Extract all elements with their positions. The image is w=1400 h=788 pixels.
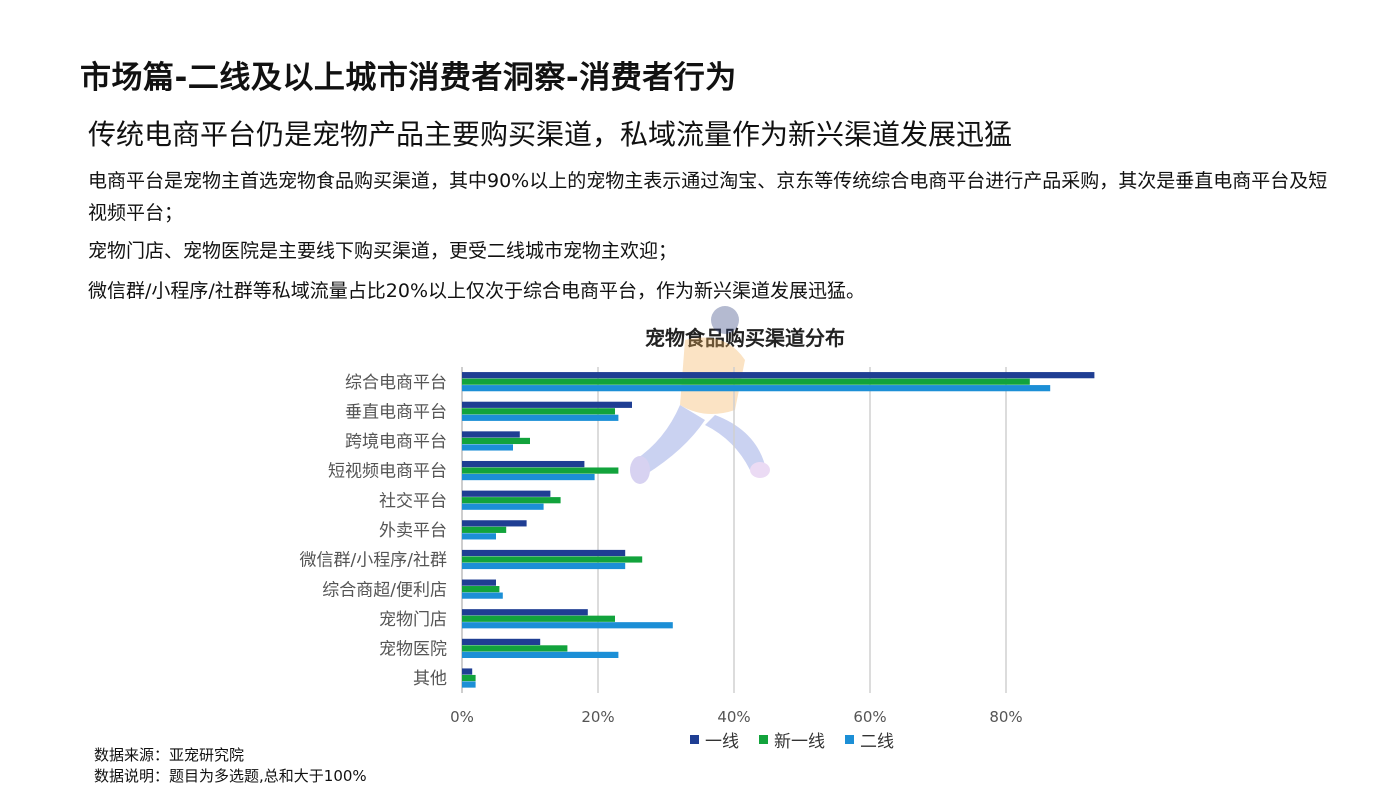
paragraph-private-traffic: 微信群/小程序/社群等私域流量占比20%以上仅次于综合电商平台，作为新兴渠道发展… [88, 280, 866, 302]
category-label: 其他 [413, 669, 447, 689]
bar [462, 503, 544, 510]
bar [462, 408, 615, 415]
bar [462, 444, 513, 451]
bar [462, 556, 643, 563]
bar [462, 490, 551, 497]
bar [462, 378, 1030, 385]
bar [462, 579, 496, 586]
legend-item-new-tier1: 新一线 [759, 727, 825, 752]
x-tick-label: 20% [581, 708, 614, 726]
bar [462, 520, 527, 527]
bar [462, 526, 507, 533]
category-label: 宠物医院 [379, 640, 447, 660]
bar [462, 473, 595, 481]
bar [462, 467, 619, 474]
bar [462, 372, 1095, 379]
bar [462, 609, 588, 616]
bar [462, 533, 496, 540]
paragraph-offline: 宠物门店、宠物医院是主要线下购买渠道，更受二线城市宠物主欢迎； [88, 240, 678, 262]
legend-swatch-tier2 [845, 735, 854, 744]
bar [462, 586, 500, 593]
category-label: 微信群/小程序/社群 [300, 551, 447, 571]
bar [462, 622, 673, 629]
chart-legend: 一线 新一线 二线 [690, 727, 894, 752]
legend-swatch-tier1 [690, 735, 699, 744]
bar [462, 681, 476, 688]
x-tick-label: 0% [450, 708, 474, 726]
category-label: 社交平台 [379, 491, 447, 511]
bar [462, 592, 503, 599]
legend-label-new-tier1: 新一线 [774, 732, 825, 752]
category-label: 宠物门店 [379, 610, 447, 630]
legend-label-tier1: 一线 [705, 732, 739, 752]
legend-swatch-new-tier1 [759, 735, 768, 744]
bar [462, 385, 1051, 392]
x-tick-label: 80% [989, 708, 1022, 726]
bar [462, 401, 632, 408]
footnote-source: 数据来源：亚宠研究院 [94, 746, 245, 764]
category-label: 综合商超/便利店 [322, 580, 447, 600]
bar [462, 668, 473, 675]
bar [462, 460, 585, 468]
x-tick-label: 60% [853, 708, 886, 726]
bar [462, 651, 619, 658]
category-label: 短视频电商平台 [328, 462, 447, 482]
legend-item-tier2: 二线 [845, 727, 894, 752]
page-title: 市场篇-二线及以上城市消费者洞察-消费者行为 [80, 60, 737, 96]
bar [462, 562, 626, 570]
paragraph-ecommerce: 电商平台是宠物主首选宠物食品购买渠道，其中90%以上的宠物主表示通过淘宝、京东等… [88, 170, 1328, 224]
bar [462, 549, 626, 557]
category-label: 垂直电商平台 [345, 402, 447, 422]
category-label: 外卖平台 [379, 521, 447, 541]
bar [462, 615, 615, 622]
x-tick-label: 40% [717, 708, 750, 726]
bar [462, 497, 561, 504]
bar [462, 414, 619, 421]
bar [462, 645, 568, 652]
bar [462, 437, 530, 445]
page-subtitle: 传统电商平台仍是宠物产品主要购买渠道，私域流量作为新兴渠道发展迅猛 [88, 118, 1013, 151]
legend-label-tier2: 二线 [860, 732, 894, 752]
chart-title: 宠物食品购买渠道分布 [645, 326, 845, 350]
footnote-note: 数据说明：题目为多选题,总和大于100% [94, 767, 367, 785]
bar [462, 638, 541, 645]
category-label: 跨境电商平台 [345, 432, 447, 452]
legend-item-tier1: 一线 [690, 727, 739, 752]
bar [462, 431, 520, 438]
bar [462, 674, 476, 682]
category-label: 综合电商平台 [345, 373, 447, 393]
